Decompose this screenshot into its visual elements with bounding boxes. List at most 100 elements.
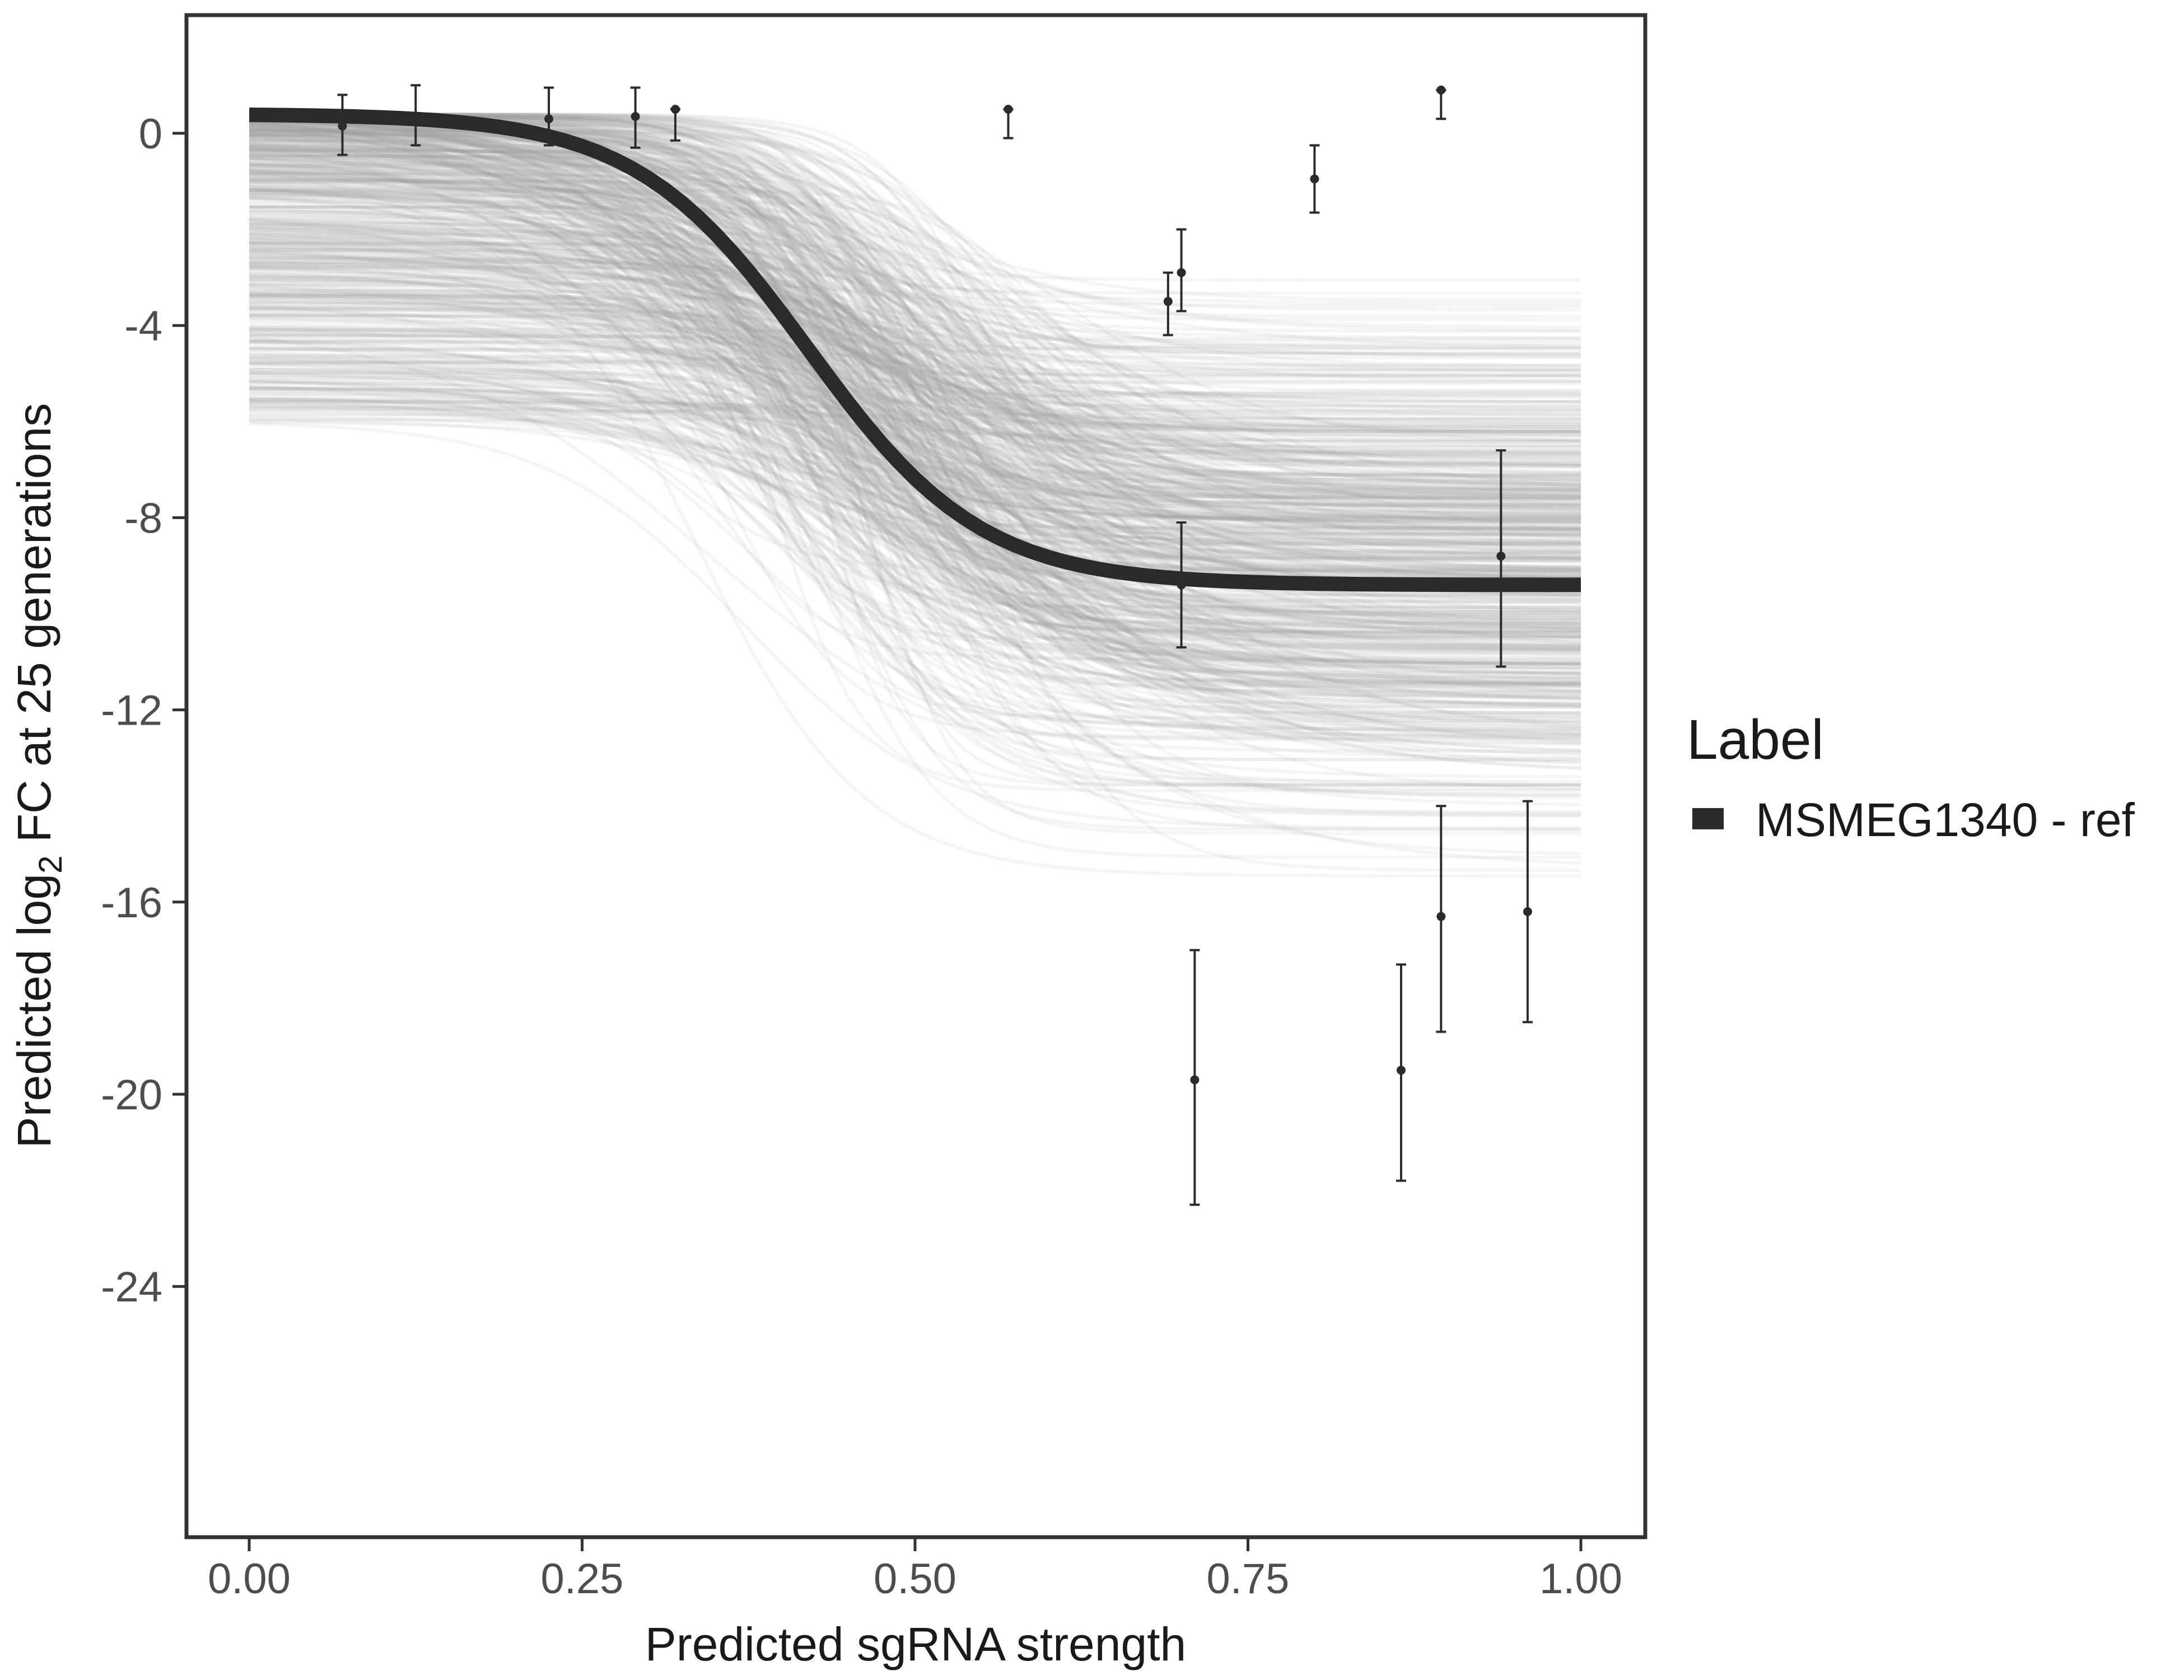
posterior-draw-line [249,346,1581,617]
posterior-draw-line [249,180,1581,395]
posterior-draw-line [249,300,1581,572]
posterior-draw-line [249,263,1581,340]
x-tick-label: 0.50 [874,1555,956,1603]
posterior-draw-line [249,388,1581,573]
posterior-draw-line [249,300,1581,634]
posterior-draw-line [249,162,1581,356]
posterior-draw-line [249,206,1581,348]
posterior-draw-line [249,231,1581,597]
posterior-draw-line [249,190,1581,496]
y-axis: 0 -4 -8 -12 -16 -20 -24 [101,110,185,1311]
posterior-draw-line [249,146,1581,580]
posterior-draw-line [249,148,1581,793]
posterior-draw-line [249,389,1581,417]
posterior-draw-line [249,326,1581,354]
posterior-draw-line [249,225,1581,575]
posterior-draw-line [249,113,1581,493]
posterior-draw-line [249,264,1581,357]
posterior-draw-line [249,188,1581,516]
point-marker [411,111,421,121]
posterior-draw-line [249,265,1581,413]
posterior-draw-line [249,188,1581,762]
posterior-draw-line [249,178,1581,511]
posterior-draw-line [249,396,1581,563]
posterior-draw-line [249,384,1581,640]
posterior-draw-line [249,389,1581,637]
posterior-draw-line [249,246,1581,539]
posterior-draw-line [249,222,1581,573]
posterior-draw-line [249,291,1581,764]
posterior-draw-line [249,156,1581,728]
posterior-draw-line [249,305,1581,553]
posterior-draw-line [249,295,1581,605]
posterior-draw-line [249,124,1581,478]
posterior-draw-line [249,184,1581,404]
posterior-draw-line [249,404,1581,545]
posterior-draw-line [249,119,1581,579]
posterior-draw-line [249,219,1581,620]
posterior-draw-line [249,329,1581,411]
point-marker [670,105,680,114]
point-marker [1396,1066,1406,1075]
posterior-draw-line [249,407,1581,530]
posterior-draw-line [249,267,1581,545]
posterior-draw-line [249,226,1581,746]
posterior-draw-line [249,418,1581,787]
posterior-draw-line [249,116,1581,707]
posterior-draw-line [249,386,1581,718]
posterior-draw-line [249,399,1581,628]
posterior-draw-line [249,134,1581,571]
posterior-draw-line [249,122,1581,491]
posterior-draw-line [249,112,1581,688]
posterior-draw-line [249,285,1581,425]
posterior-draw-line [249,370,1581,483]
posterior-draw-line [249,274,1581,536]
posterior-draw-line [249,139,1581,625]
posterior-draw-line [249,171,1581,531]
posterior-draw-line [249,306,1581,507]
posterior-draw-line [249,292,1581,716]
posterior-draw-line [249,256,1581,457]
posterior-draw-line [249,335,1581,787]
posterior-draw-line [249,164,1581,615]
posterior-draw-line [249,113,1581,412]
posterior-draw-line [249,227,1581,638]
posterior-draw-line [249,245,1581,494]
posterior-draw-line [249,262,1581,351]
posterior-draw-line [249,278,1581,500]
data-point [1436,85,1446,120]
posterior-draw-line [249,205,1581,634]
posterior-draw-line [249,216,1581,556]
posterior-draw-line [249,133,1581,516]
posterior-draw-line [249,163,1581,685]
posterior-draw-line [249,293,1581,398]
posterior-draw-line [249,249,1581,647]
posterior-draw-line [249,309,1581,360]
posterior-draw-line [249,357,1581,577]
posterior-draw-line [249,125,1581,571]
posterior-draw-line [249,232,1581,491]
posterior-draw-line [249,325,1581,661]
posterior-draw-line [249,326,1581,701]
posterior-draw-line [249,361,1581,483]
posterior-draw-line [249,140,1581,371]
posterior-draw-line [249,248,1581,836]
posterior-draw-line [249,313,1581,572]
posterior-draw-line [249,404,1581,507]
posterior-draw-line [249,112,1581,377]
posterior-draw-line [249,118,1581,631]
posterior-draw-line [249,188,1581,610]
posterior-draw-line [249,260,1581,393]
posterior-draw-line [249,162,1581,374]
posterior-draw-line [249,342,1581,630]
posterior-draw-line [249,186,1581,687]
data-point [1436,805,1446,1033]
posterior-draw-line [249,175,1581,684]
data-point [1176,521,1187,649]
posterior-draw-line [249,157,1581,741]
posterior-draw-line [249,294,1581,498]
posterior-draw-line [249,134,1581,680]
posterior-draw-line [249,340,1581,618]
posterior-draw-line [249,223,1581,856]
